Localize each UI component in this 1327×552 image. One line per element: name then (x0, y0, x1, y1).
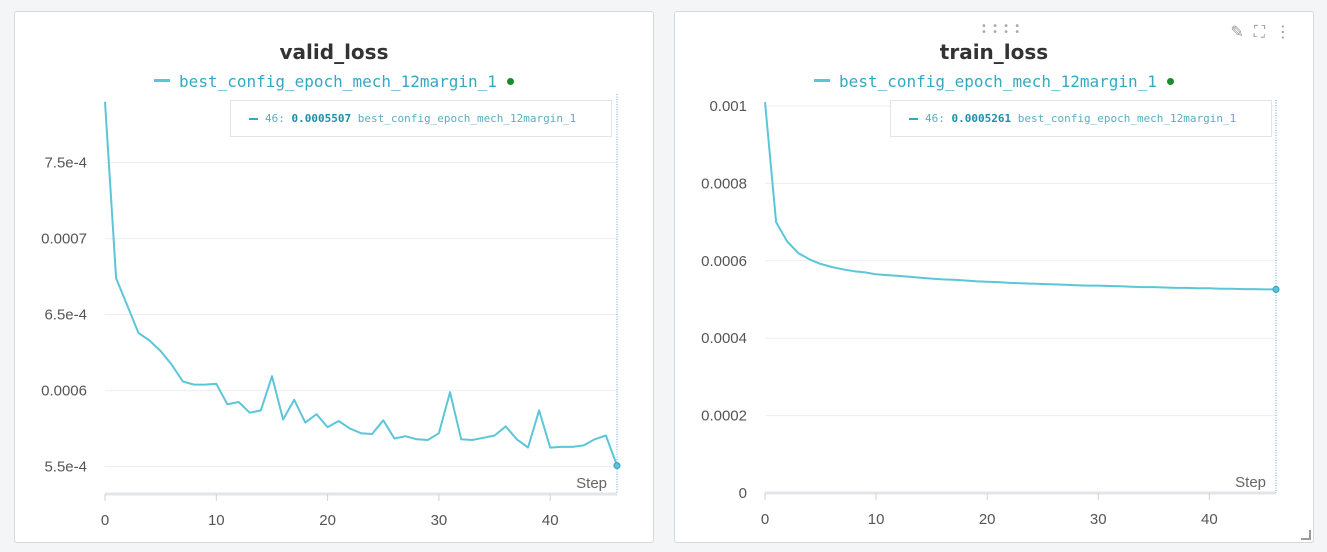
tooltip-swatch (909, 118, 918, 120)
y-tick-label: 0.001 (709, 98, 747, 115)
x-axis-label: Step (576, 475, 607, 492)
y-tick-label: 0.0002 (701, 408, 747, 425)
legend[interactable]: best_config_epoch_mech_12margin_1 (675, 72, 1313, 91)
y-tick-label: 0.0004 (701, 330, 747, 347)
y-tick-label: 7.5e-4 (44, 155, 87, 172)
y-tick-label: 6.5e-4 (44, 307, 87, 324)
x-tick-label: 20 (319, 512, 336, 529)
tooltip-series: best_config_epoch_mech_12margin_1 (1017, 112, 1237, 125)
tooltip-value: 0.0005261 (951, 112, 1012, 125)
legend-series-name: best_config_epoch_mech_12margin_1 (179, 72, 497, 91)
y-tick-label: 0 (739, 485, 747, 502)
drag-handle-icon[interactable]: • • • • • • • • (981, 21, 1022, 38)
x-tick-label: 0 (101, 512, 109, 529)
series-line[interactable] (764, 102, 1276, 291)
tooltip-step: 46: (925, 112, 945, 125)
tooltip-value: 0.0005507 (291, 112, 352, 125)
train-loss-plot[interactable]: 0 0.0002 0.0004 0.0006 0.0008 0.001 0 10 20 30 40 S… (675, 12, 1314, 543)
y-tick-label: 0.0006 (701, 253, 747, 270)
edit-pencil-icon[interactable]: ✎ (1230, 22, 1254, 41)
legend[interactable]: best_config_epoch_mech_12margin_1 (15, 72, 653, 91)
y-tick-label: 0.0008 (701, 175, 747, 192)
y-tick-label: 5.5e-4 (44, 459, 87, 476)
tooltip-series: best_config_epoch_mech_12margin_1 (357, 112, 577, 125)
x-tick-label: 30 (431, 512, 448, 529)
y-tick-label: 0.0007 (41, 231, 87, 248)
y-tick-label: 0.0006 (41, 383, 87, 400)
x-tick-label: 10 (868, 511, 885, 528)
x-tick-label: 0 (761, 511, 769, 528)
tooltip-step: 46: (265, 112, 285, 125)
x-tick-label: 30 (1090, 511, 1107, 528)
legend-swatch (814, 79, 831, 82)
hover-tooltip: 46: 0.0005507 best_config_epoch_mech_12m… (230, 100, 612, 137)
hover-tooltip: 46: 0.0005261 best_config_epoch_mech_12m… (890, 100, 1272, 137)
panel-toolbar: ✎⛶⋮ (1230, 22, 1301, 42)
run-status-dot (506, 78, 514, 85)
train-loss-panel: • • • • • • • • ✎⛶⋮ train_loss best_confi… (674, 11, 1314, 543)
x-axis-label: Step (1235, 474, 1266, 491)
legend-swatch (154, 79, 171, 82)
x-tick-label: 40 (1201, 511, 1218, 528)
x-tick-label: 10 (208, 512, 225, 529)
x-tick-label: 20 (979, 511, 996, 528)
chart-title: valid_loss (279, 40, 389, 64)
legend-series-name: best_config_epoch_mech_12margin_1 (839, 72, 1157, 91)
hover-point (613, 462, 621, 470)
valid-loss-plot[interactable]: 5.5e-4 0.0006 6.5e-4 0.0007 7.5e-4 0 10 20 30 40 S… (15, 12, 654, 543)
valid-loss-panel: valid_loss best_config_epoch_mech_12marg… (14, 11, 654, 543)
resize-handle-icon[interactable] (1301, 530, 1311, 540)
tooltip-swatch (249, 118, 258, 120)
series-line[interactable] (104, 101, 618, 466)
run-status-dot (1166, 78, 1174, 85)
hover-point (1272, 285, 1280, 293)
chart-title: train_loss (939, 40, 1049, 64)
x-tick-label: 40 (542, 512, 559, 529)
more-options-icon[interactable]: ⋮ (1275, 22, 1301, 41)
fullscreen-icon[interactable]: ⛶ (1253, 22, 1275, 41)
